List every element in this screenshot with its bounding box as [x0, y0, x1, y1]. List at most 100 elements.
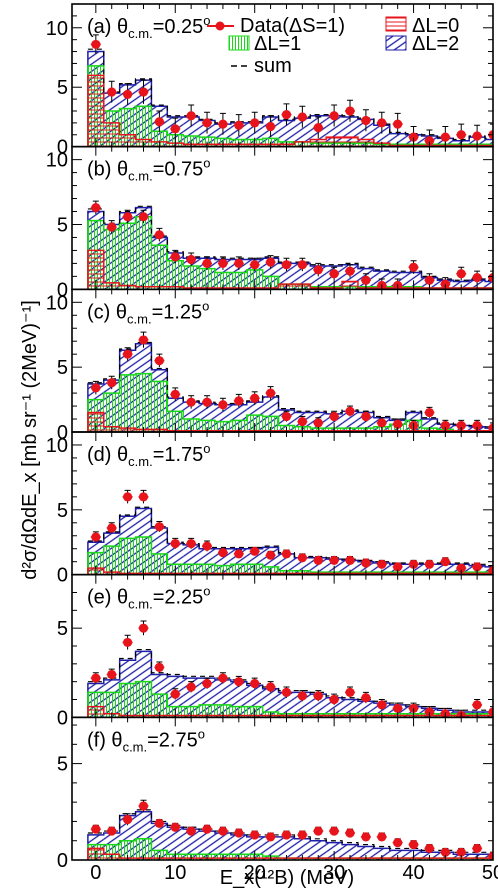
data-point: [488, 273, 493, 283]
data-point: [91, 673, 101, 683]
x-tick-label: 20: [244, 862, 266, 884]
panel-angle: =1.75: [153, 444, 204, 466]
bar: [230, 564, 247, 575]
bar: [103, 122, 120, 147]
bar: [278, 553, 295, 575]
bar: [151, 553, 168, 575]
data-point: [202, 118, 212, 128]
data-point: [440, 557, 450, 567]
bar: [87, 250, 104, 290]
data-point: [202, 678, 212, 689]
data-point: [313, 555, 323, 566]
data-point: [107, 523, 117, 533]
legend-dl1-swatch: [228, 35, 250, 51]
data-point: [250, 118, 260, 128]
data-point: [250, 830, 260, 840]
y-tick-label: 0: [57, 137, 68, 159]
legend-data-label: Data(ΔS=1): [240, 15, 345, 37]
data-point: [424, 275, 435, 285]
bar: [103, 692, 120, 718]
data-point: [297, 553, 307, 563]
data-point: [345, 266, 355, 276]
data-point: [138, 492, 149, 502]
panel-3: 0 5 10 (c) θc.m.=1.25o: [46, 288, 494, 444]
data-point: [265, 388, 276, 398]
bar: [357, 846, 374, 860]
data-point: [154, 230, 164, 240]
data-point: [472, 843, 482, 854]
panel-letter: (e) θ: [87, 587, 128, 609]
x-tick-label: 40: [402, 862, 424, 884]
bar: [294, 118, 311, 147]
bar: [119, 134, 136, 147]
bar: [278, 836, 295, 860]
panel-label: (b) θc.m.=0.75o: [87, 156, 211, 184]
data-point: [488, 851, 493, 860]
panel-degree: o: [198, 726, 205, 741]
bar: [262, 688, 279, 718]
data-point: [123, 89, 133, 99]
panel-1: 0 5 10 (a) θc.m.=0.25o: [46, 3, 494, 159]
bar: [278, 263, 295, 290]
data-point: [234, 828, 244, 838]
panel-letter: (d) θ: [87, 444, 128, 466]
bar: [135, 838, 152, 860]
data-point: [345, 406, 355, 416]
data-point: [329, 826, 339, 836]
data-point: [345, 555, 355, 566]
data-point: [186, 254, 196, 265]
series-outline: [87, 567, 493, 575]
data-points: [90, 34, 493, 147]
bar: [278, 692, 295, 718]
bar: [135, 373, 152, 432]
bar: [262, 416, 279, 432]
panel-degree: o: [203, 584, 210, 599]
data-point: [440, 132, 450, 142]
y-tick-label: 10: [46, 292, 68, 314]
data-point: [440, 847, 450, 857]
bar: [199, 268, 215, 290]
data-point: [123, 814, 133, 825]
data-point: [107, 87, 117, 97]
panel-subscript: c.m.: [128, 169, 153, 184]
panel-degree: o: [203, 441, 210, 456]
data-point: [408, 132, 419, 142]
bar: [183, 265, 200, 290]
y-tick-label: 0: [57, 422, 68, 444]
data-point: [154, 117, 164, 127]
data-point: [424, 707, 435, 717]
data-point: [202, 258, 212, 268]
panel-angle: =2.75: [147, 729, 198, 751]
panel-5: 0 5 (e) θc.m.=2.25o: [57, 573, 494, 729]
bar: [103, 393, 120, 432]
y-tick-label: 5: [57, 214, 68, 236]
data-point: [91, 39, 101, 50]
panel-label: (d) θc.m.=1.75o: [87, 441, 211, 469]
data-point: [123, 637, 133, 648]
data-point: [154, 522, 164, 532]
data-point: [424, 843, 435, 854]
data-point: [456, 563, 466, 573]
bar: [214, 704, 231, 718]
data-point: [329, 555, 339, 566]
bar: [119, 538, 136, 575]
data-point: [170, 822, 180, 832]
data-point: [440, 279, 450, 289]
data-point: [234, 258, 244, 268]
data-points: [90, 799, 493, 860]
data-point: [361, 275, 371, 285]
data-point: [123, 349, 133, 359]
legend-dl2: ΔL=2: [385, 33, 459, 55]
legend-sum-label: sum: [254, 55, 292, 77]
data-point: [218, 548, 228, 558]
data-point: [202, 397, 212, 407]
data-point: [393, 119, 403, 129]
panel-degree: o: [203, 13, 210, 28]
data-point: [329, 269, 339, 279]
data-point: [265, 550, 276, 560]
panel-subscript: c.m.: [127, 311, 152, 326]
bar: [87, 75, 104, 147]
bar: [199, 420, 215, 432]
data-point: [329, 694, 339, 705]
data-point: [202, 824, 212, 834]
